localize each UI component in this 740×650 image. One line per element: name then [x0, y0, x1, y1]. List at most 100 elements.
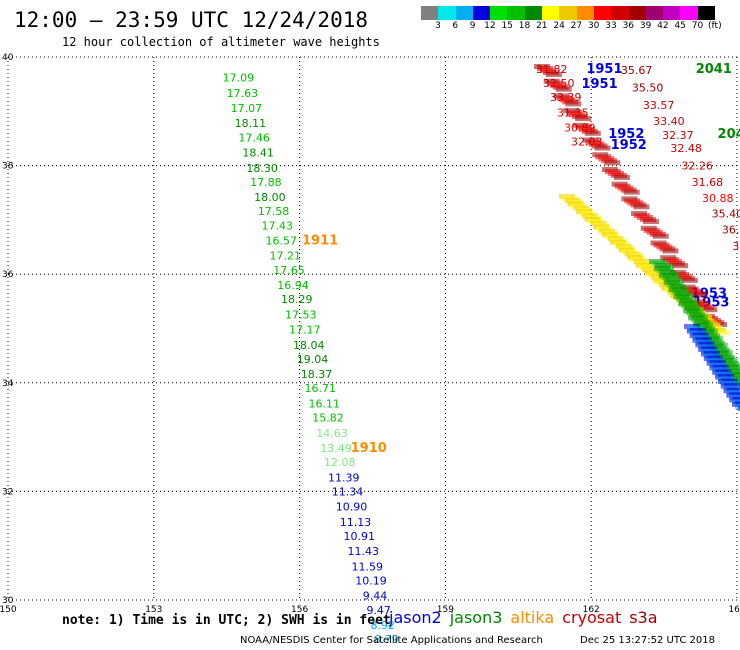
legend-swatch — [576, 6, 594, 20]
y-tick-label: 38 — [2, 162, 14, 172]
x-tick-label: 165 — [728, 605, 740, 615]
page-subtitle: 12 hour collection of altimeter wave hei… — [62, 35, 380, 49]
legend-label: 18 — [518, 21, 531, 31]
x-tick-label: 159 — [437, 605, 454, 615]
swh-value: 13.49 — [320, 442, 352, 455]
legend-label: 6 — [452, 21, 459, 31]
time-label: 1952 — [611, 138, 647, 153]
y-tick-label: 40 — [2, 53, 14, 63]
swh-value: 18.11 — [235, 117, 267, 130]
legend-label: 33 — [605, 21, 617, 31]
time-label: 1952 — [608, 127, 644, 142]
overplotted-swh-mark — [735, 404, 740, 409]
legend-swatch — [697, 6, 716, 20]
swh-value: 16.57 — [266, 235, 298, 248]
swh-value: 10.91 — [343, 530, 375, 543]
swh-value: 8.41 — [378, 648, 403, 650]
satellite-legend-cryosat: cryosat — [562, 608, 622, 627]
time-label: 2041 — [696, 62, 732, 77]
swh-value: 17.88 — [250, 176, 282, 189]
overplotted-swh-mark — [738, 406, 740, 411]
swh-value: 17.17 — [289, 324, 321, 337]
swh-value: 14.63 — [316, 427, 348, 440]
legend-swatch — [438, 6, 456, 20]
legend-label: 9 — [469, 21, 476, 31]
satellite-legend-jason3: jason3 — [449, 608, 503, 627]
legend-swatch — [559, 6, 577, 20]
overplotted-swh-mark — [672, 263, 689, 269]
y-tick-label: 30 — [2, 596, 14, 606]
legend-label: 3 — [435, 21, 441, 31]
time-label: 2042 — [718, 127, 740, 142]
legend-label: 27 — [570, 21, 583, 31]
overplotted-swh-mark — [546, 72, 562, 77]
swh-value: 17.43 — [262, 219, 294, 232]
swh-value: 18.41 — [242, 147, 274, 160]
legend-label: 15 — [501, 21, 513, 31]
time-label: 1911 — [302, 234, 338, 249]
swh-value: 17.53 — [285, 308, 317, 321]
legend-label: 45 — [674, 21, 686, 31]
overplotted-swh-mark — [594, 145, 611, 151]
y-tick-label: 32 — [2, 487, 13, 497]
swh-value: 35.67 — [621, 64, 653, 77]
overplotted-swh-mark — [613, 174, 630, 180]
satellite-legend-altika: altika — [510, 608, 555, 627]
swh-value: 11.59 — [351, 560, 383, 573]
swh-value: 16.11 — [309, 397, 341, 410]
overplotted-swh-mark — [652, 233, 669, 239]
swh-value: 33.40 — [653, 115, 685, 128]
legend-swatch — [542, 6, 560, 20]
legend-swatch — [490, 6, 508, 20]
legend-swatch — [611, 6, 629, 20]
legend-swatch — [455, 6, 473, 20]
swh-value: 36.72 — [722, 224, 740, 237]
time-label: 1951 — [586, 62, 622, 77]
footer-note: note: 1) Time is in UTC; 2) SWH is in fe… — [62, 613, 391, 628]
swh-value: 16.94 — [277, 279, 309, 292]
legend-swatch — [507, 6, 525, 20]
swh-value: 35.50 — [632, 81, 664, 94]
legend-swatch — [421, 6, 439, 20]
legend-swatch — [645, 6, 664, 20]
legend-label: 36 — [622, 21, 635, 31]
x-tick-label: 162 — [583, 605, 600, 615]
swh-value: 17.09 — [223, 72, 255, 85]
swh-value: 17.63 — [227, 87, 259, 100]
legend-swatch — [663, 6, 681, 20]
swh-value: 31.68 — [692, 176, 724, 189]
swh-value: 9.47 — [366, 604, 391, 617]
swh-value: 32.48 — [670, 142, 702, 155]
legend-swatch — [593, 6, 612, 20]
legend-label: 21 — [536, 21, 548, 31]
y-tick-label: 34 — [2, 379, 14, 389]
legend-label: 42 — [657, 21, 669, 31]
credit-text: NOAA/NESDIS Center for Satellite Applica… — [240, 635, 543, 646]
swh-value: 18.04 — [293, 339, 325, 352]
x-tick-label: 153 — [145, 605, 162, 615]
swh-value: 11.39 — [328, 471, 360, 484]
page-title: 12:00 — 23:59 UTC 12/24/2018 — [14, 8, 369, 32]
overplotted-swh-mark — [701, 307, 718, 313]
legend-swatch — [524, 6, 543, 20]
swh-value: 17.07 — [231, 102, 263, 115]
x-tick-label: 156 — [291, 605, 308, 615]
legend-label: 70 — [691, 21, 704, 31]
swh-value: 8.79 — [374, 633, 399, 646]
swh-value: 17.65 — [273, 264, 305, 277]
swh-value: 10.90 — [336, 501, 368, 514]
x-tick-label: 150 — [0, 605, 17, 615]
time-label: 1951 — [581, 77, 617, 92]
swh-value: 16.71 — [305, 382, 337, 395]
swh-value: 11.43 — [347, 545, 379, 558]
legend-label: 30 — [587, 21, 600, 31]
satellite-legend-jason2: jason2 — [389, 608, 442, 627]
swh-value: 8.92 — [370, 619, 395, 632]
swh-value: 18.37 — [301, 368, 333, 381]
legend-swatch — [472, 6, 491, 20]
satellite-legend: jason2 jason3 altika cryosat s3a — [389, 608, 666, 627]
overplotted-swh-mark — [662, 248, 679, 254]
overplotted-swh-mark — [633, 204, 650, 210]
overplotted-swh-mark — [713, 330, 729, 335]
